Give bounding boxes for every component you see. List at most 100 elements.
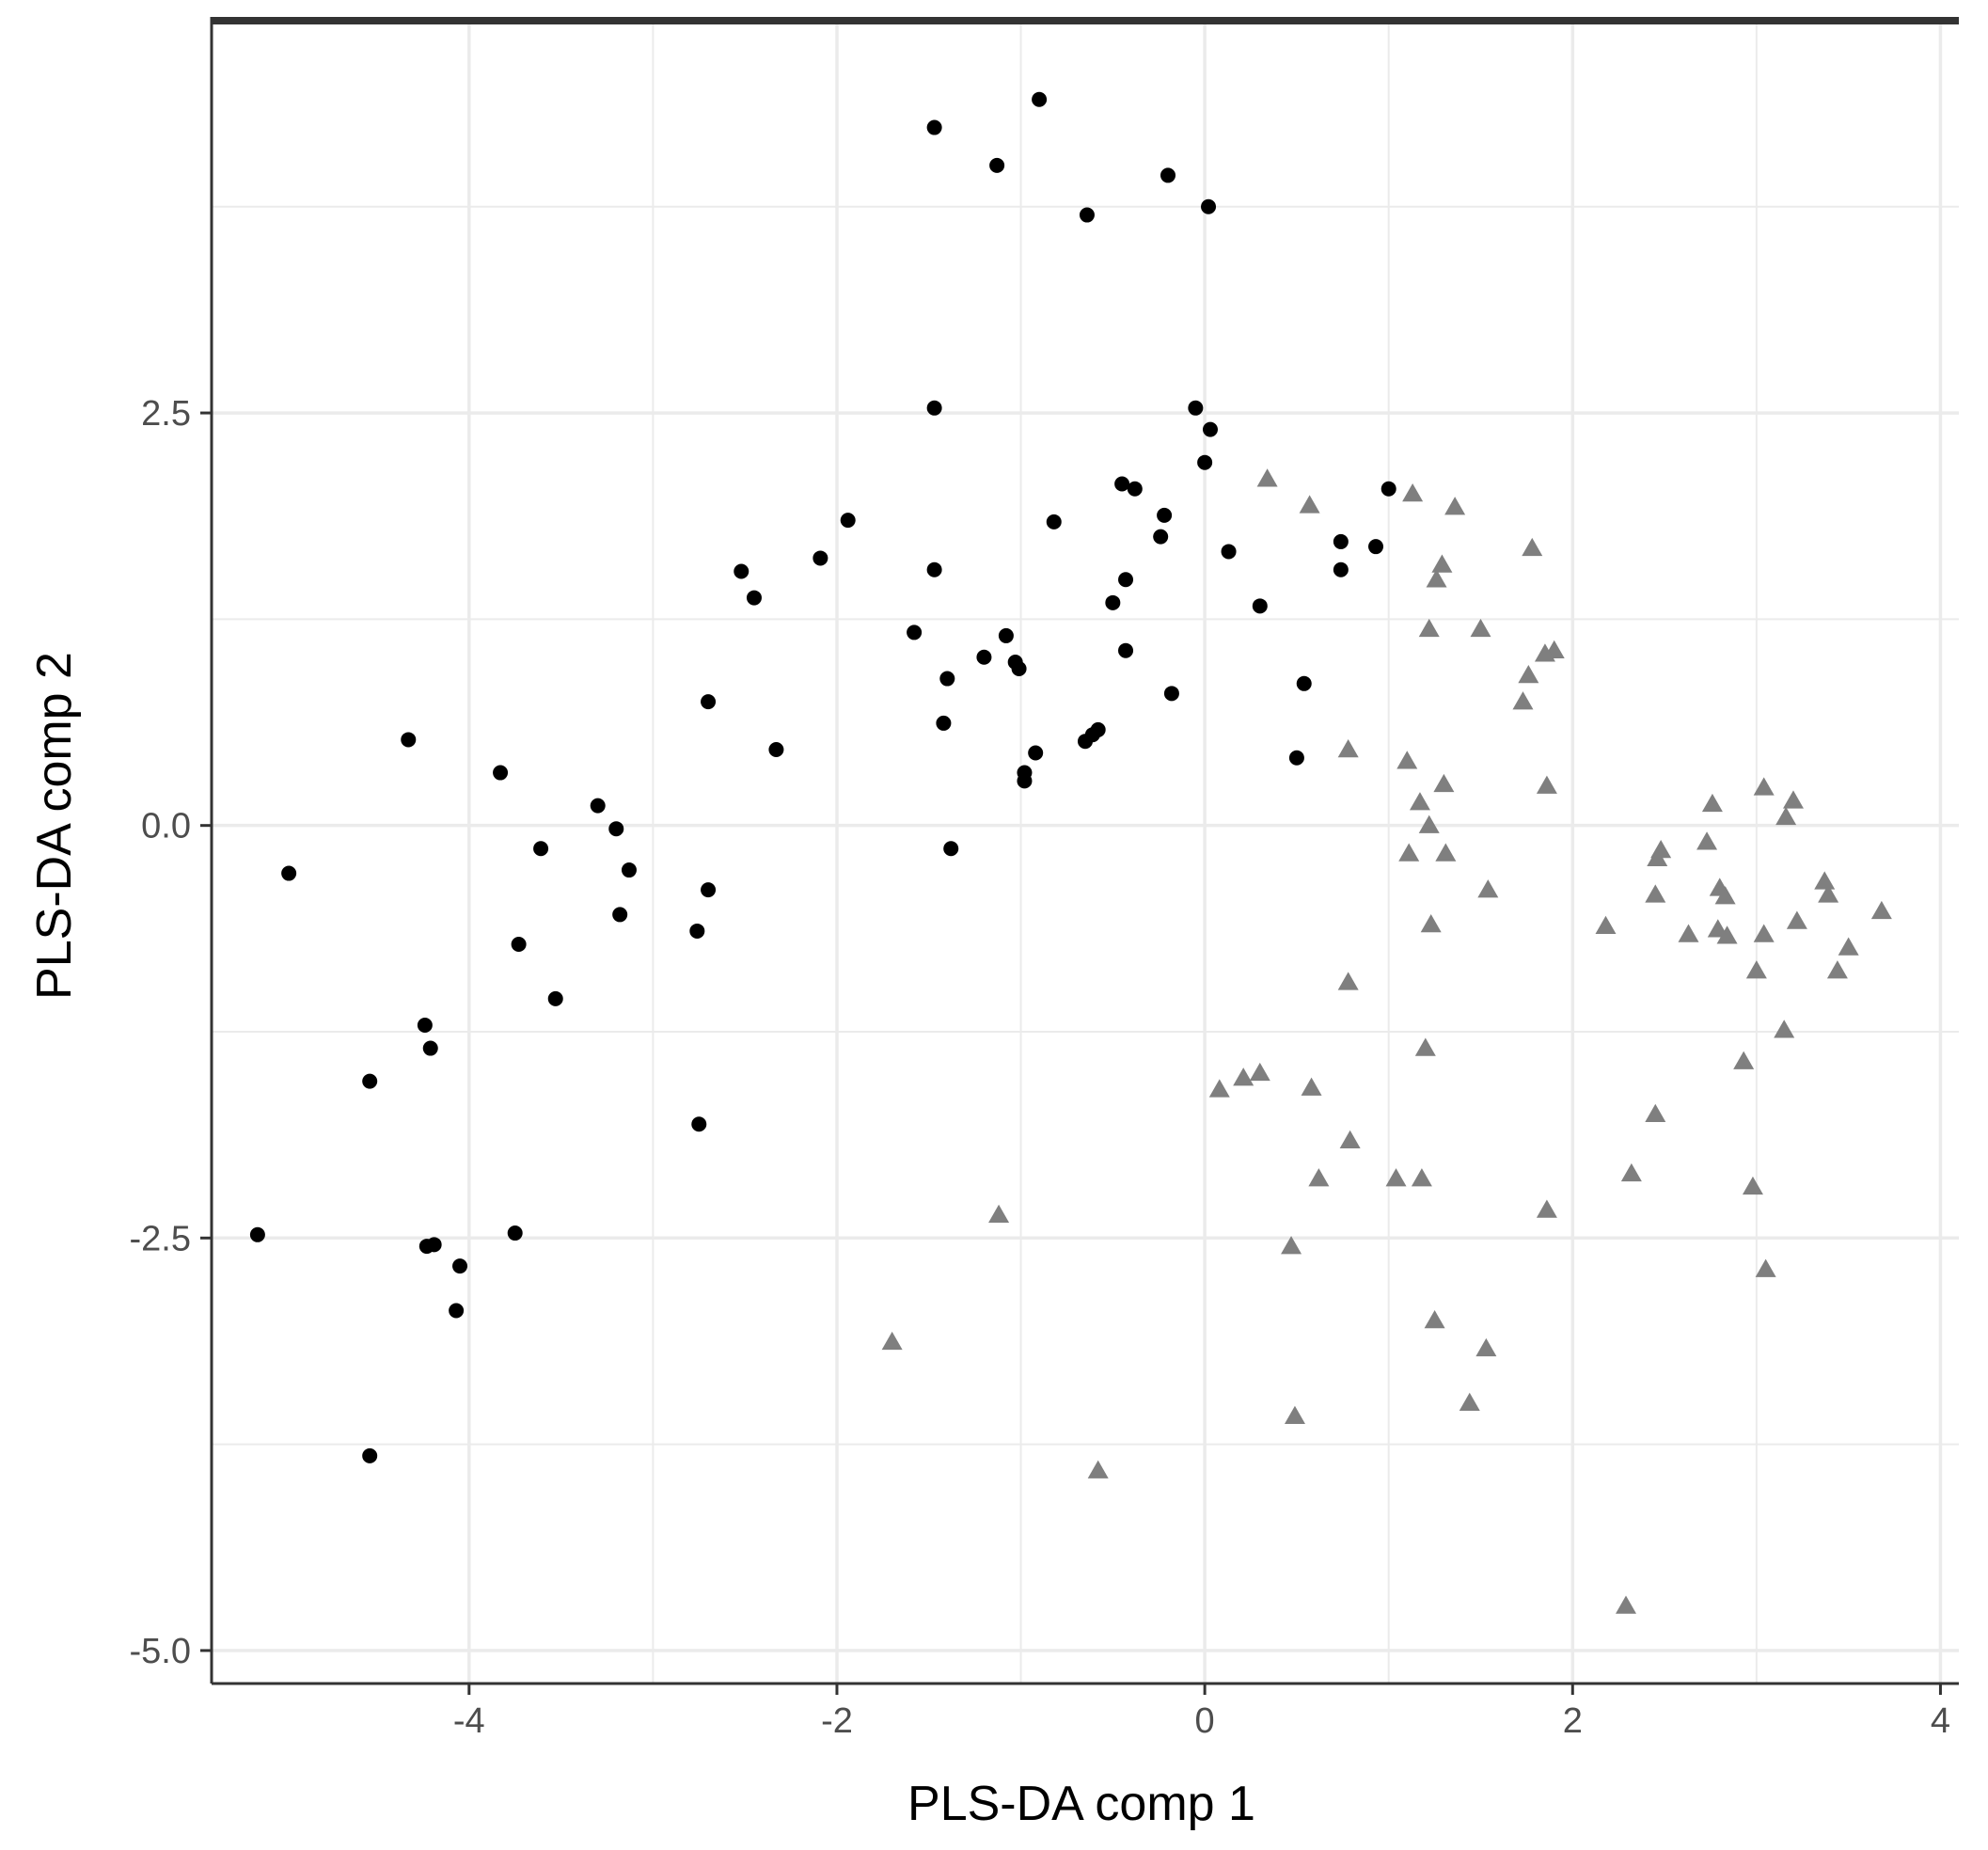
- circle-point: [1333, 561, 1349, 577]
- circle-point: [417, 1017, 433, 1033]
- triangle-point: [1774, 1020, 1795, 1038]
- triangle-point: [1782, 790, 1804, 809]
- y-tick-label: -5.0: [130, 1632, 191, 1671]
- circle-point: [449, 1303, 465, 1319]
- circle-point: [422, 1040, 438, 1056]
- circle-point: [1079, 207, 1095, 223]
- triangle-point: [1678, 924, 1699, 942]
- circle-point: [426, 1237, 442, 1253]
- circle-point: [590, 798, 606, 814]
- circle-point: [976, 649, 992, 665]
- circle-point: [1160, 167, 1176, 183]
- triangle-point: [1512, 691, 1534, 710]
- triangle-point: [1249, 1062, 1270, 1082]
- triangle-point: [1786, 910, 1807, 929]
- data-points: [249, 91, 1892, 1614]
- triangle-point: [1299, 495, 1320, 514]
- x-axis-ticks: -4 -2 0 2 4: [453, 1684, 1950, 1741]
- circle-point: [1296, 675, 1312, 691]
- triangle-point: [1418, 814, 1440, 833]
- triangle-point: [1755, 1258, 1776, 1277]
- triangle-point: [1742, 1176, 1763, 1195]
- circle-point: [547, 990, 563, 1006]
- triangle-point: [1647, 847, 1668, 867]
- triangle-point: [1753, 924, 1775, 942]
- triangle-point: [1414, 1037, 1436, 1056]
- triangle-point: [1396, 751, 1418, 769]
- triangle-point: [1087, 1460, 1109, 1478]
- top-border: [212, 17, 1959, 24]
- circle-point: [1032, 91, 1048, 107]
- triangle-point: [1775, 806, 1797, 826]
- major-gridlines: [212, 17, 1959, 1684]
- circle-point: [1017, 773, 1033, 789]
- circle-point: [1028, 745, 1044, 761]
- triangle-point: [1818, 884, 1839, 903]
- triangle-point: [1714, 886, 1736, 905]
- circle-point: [1127, 481, 1143, 497]
- triangle-point: [1420, 913, 1442, 933]
- triangle-point: [1301, 1077, 1322, 1096]
- x-tick-label: 4: [1931, 1701, 1950, 1741]
- y-axis-ticks: -5.0 -2.5 0.0 2.5: [130, 394, 212, 1671]
- circle-point: [401, 732, 417, 748]
- circle-point: [1368, 539, 1384, 555]
- circle-point: [734, 563, 749, 579]
- triangle-point: [1645, 884, 1666, 903]
- circle-point: [926, 119, 942, 135]
- triangle-point: [1431, 554, 1453, 573]
- circle-point: [768, 741, 784, 757]
- triangle-point: [1409, 792, 1430, 811]
- circle-point: [1381, 481, 1396, 497]
- circle-point: [840, 513, 856, 529]
- circle-point: [249, 1226, 265, 1242]
- triangle-point: [1233, 1067, 1254, 1086]
- triangle-point: [1536, 1199, 1557, 1218]
- circle-point: [507, 1225, 523, 1241]
- circle-point: [1333, 533, 1349, 549]
- triangle-point: [1814, 871, 1836, 890]
- circle-point: [939, 671, 955, 687]
- triangle-point: [1522, 537, 1543, 557]
- triangle-point: [1518, 665, 1539, 684]
- circle-point: [691, 1116, 707, 1132]
- x-tick-label: 0: [1195, 1701, 1215, 1741]
- circle-point: [1157, 507, 1173, 523]
- triangle-point: [1470, 618, 1491, 638]
- circle-point: [1114, 476, 1130, 492]
- triangle-point: [1426, 569, 1447, 588]
- triangle-point: [1435, 843, 1457, 862]
- circle-point: [1046, 514, 1062, 530]
- triangle-point: [1208, 1079, 1230, 1098]
- circle-point: [281, 865, 297, 881]
- triangle-point: [881, 1331, 903, 1351]
- circle-point: [1163, 686, 1179, 702]
- triangle-point: [1616, 1595, 1637, 1614]
- y-tick-label: -2.5: [130, 1219, 191, 1258]
- triangle-point: [1707, 919, 1728, 938]
- triangle-point: [1424, 1310, 1445, 1329]
- triangle-point: [1870, 900, 1892, 920]
- circle-point: [362, 1073, 378, 1089]
- circle-point: [1011, 661, 1027, 677]
- triangle-point: [988, 1204, 1010, 1223]
- circle-point: [936, 715, 952, 731]
- circle-point: [943, 841, 959, 857]
- circle-point: [1118, 642, 1134, 658]
- circle-point: [1252, 598, 1268, 614]
- circle-point: [493, 765, 509, 781]
- circle-point: [362, 1447, 378, 1463]
- triangle-point: [1826, 960, 1848, 979]
- circle-point: [926, 561, 942, 577]
- circle-point: [689, 923, 705, 939]
- triangle-point: [1402, 483, 1424, 502]
- circle-point: [1153, 529, 1169, 545]
- x-tick-label: 2: [1563, 1701, 1583, 1741]
- triangle-point: [1308, 1168, 1330, 1187]
- triangle-point: [1620, 1162, 1642, 1182]
- circle-point: [1188, 400, 1204, 416]
- circle-point: [989, 157, 1005, 173]
- y-tick-label: 0.0: [141, 807, 191, 846]
- triangle-point: [1534, 643, 1555, 662]
